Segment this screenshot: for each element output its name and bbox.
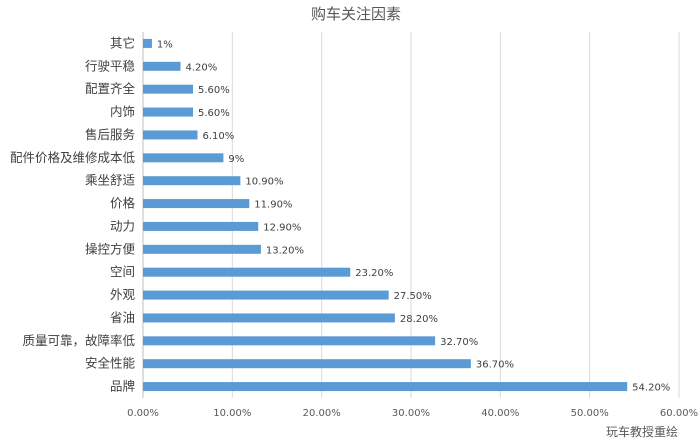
category-label: 配件价格及维修成本低: [10, 150, 136, 165]
data-label: 23.20%: [355, 268, 393, 279]
category-label: 动力: [110, 218, 135, 233]
category-label: 价格: [110, 196, 136, 211]
data-label: 1%: [157, 39, 173, 50]
category-label: 空间: [110, 264, 135, 279]
bar: [143, 107, 194, 117]
data-label: 6.10%: [202, 131, 234, 142]
category-label: 配置齐全: [85, 81, 136, 96]
data-label: 9%: [228, 154, 244, 165]
x-tick-label: 10.00%: [213, 408, 251, 419]
data-label: 54.20%: [632, 383, 670, 394]
category-label: 内饰: [110, 104, 135, 119]
bar: [143, 153, 224, 163]
data-label: 36.70%: [476, 360, 514, 371]
category-label: 品牌: [110, 379, 135, 394]
bar: [143, 267, 351, 277]
data-label: 11.90%: [254, 200, 292, 211]
category-label: 质量可靠，故障率低: [22, 333, 135, 348]
data-label: 5.60%: [198, 108, 230, 119]
bar: [143, 61, 181, 71]
data-label: 4.20%: [186, 62, 218, 73]
bar: [143, 84, 194, 94]
x-tick-label: 30.00%: [392, 408, 430, 419]
data-label: 27.50%: [394, 291, 432, 302]
data-label: 13.20%: [266, 245, 304, 256]
data-label: 28.20%: [400, 314, 438, 325]
bar: [143, 176, 241, 186]
category-label: 安全性能: [85, 356, 136, 371]
data-labels: 1% 4.20% 5.60% 5.60% 6.10% 9% 10.90% 11.90% 12.9…: [157, 39, 670, 393]
bar: [143, 359, 471, 369]
bar: [143, 199, 250, 209]
category-label: 外观: [110, 287, 136, 302]
x-tick-label: 20.00%: [303, 408, 341, 419]
watermark-note: 玩车教授重绘: [606, 424, 678, 439]
data-label: 5.60%: [198, 85, 230, 96]
data-label: 10.90%: [245, 177, 283, 188]
bar: [143, 38, 152, 48]
x-tick-label: 50.00%: [571, 408, 609, 419]
category-label: 售后服务: [85, 127, 135, 142]
category-label: 操控方便: [85, 241, 136, 256]
x-tick-label: 0.00%: [127, 408, 159, 419]
bar: [143, 336, 436, 346]
bar: [143, 244, 261, 254]
data-label: 12.90%: [263, 222, 301, 233]
bar: [143, 382, 628, 392]
bar: [143, 221, 259, 231]
category-label: 乘坐舒适: [85, 173, 135, 188]
category-labels: 其它行驶平稳配置齐全内饰售后服务配件价格及维修成本低乘坐舒适价格动力操控方便空间…: [10, 35, 136, 393]
bar: [143, 130, 198, 140]
chart-title: 购车关注因素: [311, 5, 401, 23]
category-label: 行驶平稳: [85, 58, 136, 73]
bar: [143, 290, 389, 300]
x-tick-labels: 0.00% 10.00% 20.00% 30.00% 40.00% 50.00% 60.00…: [127, 408, 698, 419]
category-label: 其它: [110, 35, 135, 50]
bar: [143, 313, 395, 323]
x-tick-label: 40.00%: [481, 408, 519, 419]
bars-group: [143, 38, 628, 392]
category-label: 省油: [110, 310, 135, 325]
x-tick-label: 60.00%: [660, 408, 698, 419]
data-label: 32.70%: [440, 337, 478, 348]
